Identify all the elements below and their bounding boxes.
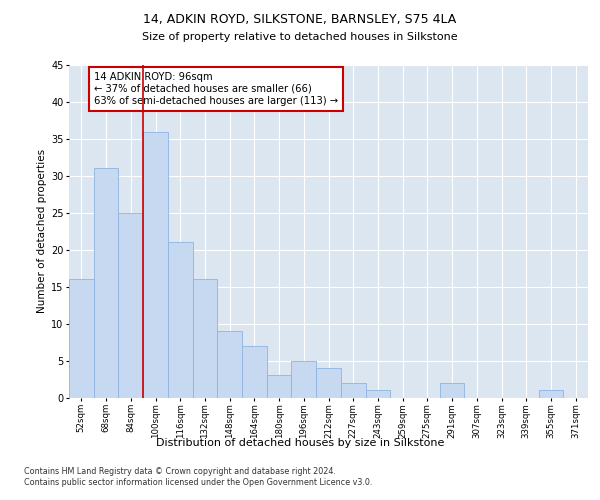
Bar: [539, 390, 563, 398]
Bar: [193, 280, 217, 398]
Bar: [143, 132, 168, 398]
Bar: [217, 331, 242, 398]
Bar: [242, 346, 267, 398]
Bar: [94, 168, 118, 398]
Text: Contains HM Land Registry data © Crown copyright and database right 2024.
Contai: Contains HM Land Registry data © Crown c…: [24, 468, 373, 487]
Y-axis label: Number of detached properties: Number of detached properties: [37, 149, 47, 314]
Text: 14 ADKIN ROYD: 96sqm
← 37% of detached houses are smaller (66)
63% of semi-detac: 14 ADKIN ROYD: 96sqm ← 37% of detached h…: [94, 72, 338, 106]
Bar: [292, 360, 316, 398]
Bar: [365, 390, 390, 398]
Bar: [316, 368, 341, 398]
Bar: [69, 280, 94, 398]
Text: 14, ADKIN ROYD, SILKSTONE, BARNSLEY, S75 4LA: 14, ADKIN ROYD, SILKSTONE, BARNSLEY, S75…: [143, 12, 457, 26]
Bar: [267, 376, 292, 398]
Bar: [341, 382, 365, 398]
Bar: [168, 242, 193, 398]
Bar: [118, 213, 143, 398]
Text: Size of property relative to detached houses in Silkstone: Size of property relative to detached ho…: [142, 32, 458, 42]
Bar: [440, 382, 464, 398]
Text: Distribution of detached houses by size in Silkstone: Distribution of detached houses by size …: [156, 438, 444, 448]
